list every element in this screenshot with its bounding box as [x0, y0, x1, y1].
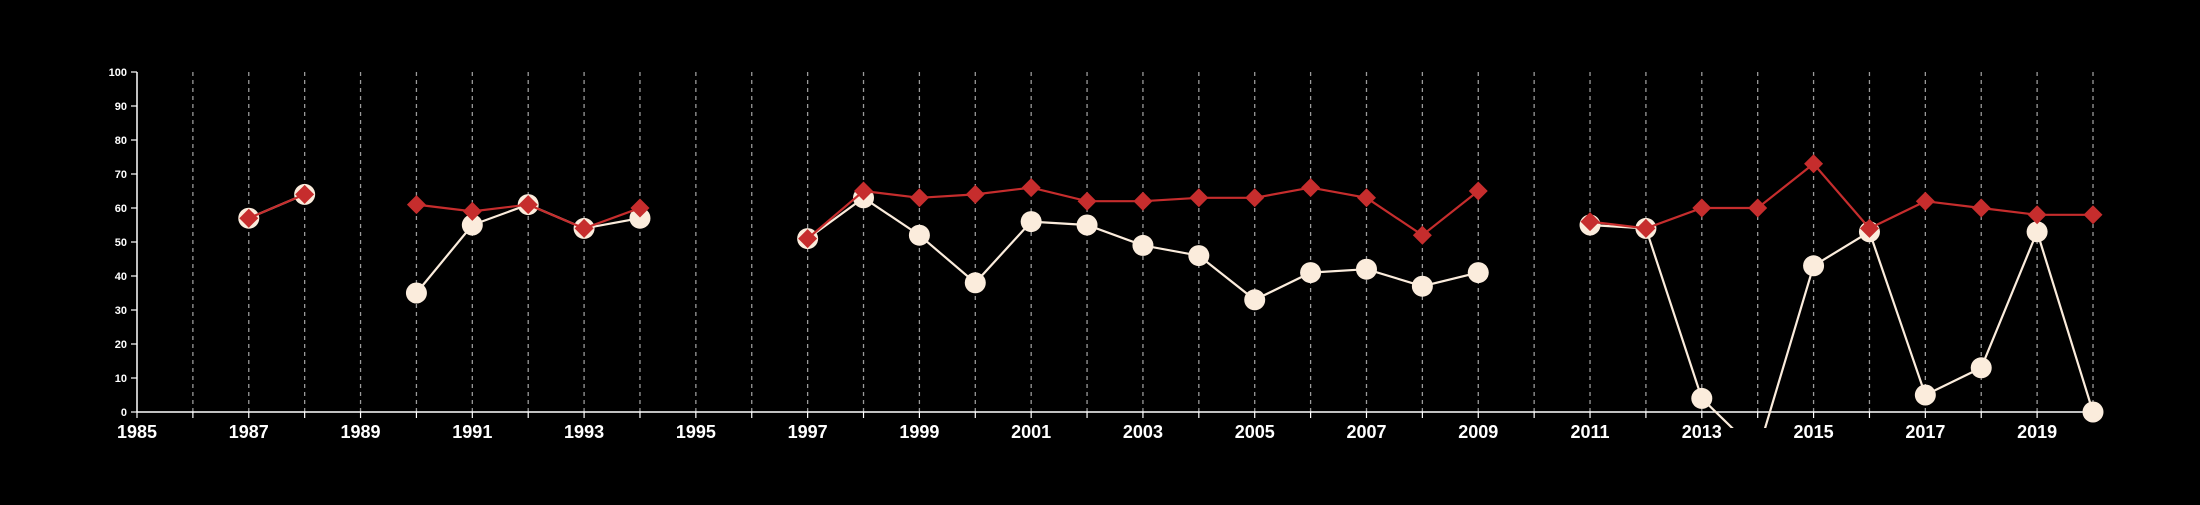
- point-circle-2009: [1467, 262, 1489, 284]
- point-diamond-2002: [1077, 191, 1097, 211]
- point-diamond-1999: [909, 188, 929, 208]
- point-circle-2004: [1188, 245, 1210, 267]
- point-diamond-2019: [2027, 205, 2047, 225]
- series-diamond-1: [239, 154, 2103, 249]
- y-tick-label-60: 60: [115, 203, 127, 215]
- y-tick-label-90: 90: [115, 101, 127, 113]
- x-tick-label-2003: 2003: [1123, 422, 1163, 442]
- point-diamond-1992: [518, 195, 538, 215]
- point-diamond-2001: [1021, 178, 1041, 198]
- point-circle-2017: [1914, 384, 1936, 406]
- series-line-1-0: [248, 193, 306, 220]
- point-diamond-2009: [1468, 181, 1488, 201]
- y-tick-label-20: 20: [115, 339, 127, 351]
- point-diamond-1993: [574, 218, 594, 238]
- x-tick-label-2019: 2019: [2017, 422, 2057, 442]
- x-tick-label-1985: 1985: [117, 422, 157, 442]
- y-tick-label-40: 40: [115, 271, 127, 283]
- point-diamond-1994: [630, 198, 650, 218]
- point-circle-2000: [964, 272, 986, 294]
- y-tick-label-0: 0: [121, 407, 127, 419]
- x-tick-label-1993: 1993: [564, 422, 604, 442]
- point-diamond-1998: [854, 181, 874, 201]
- point-diamond-2016: [1859, 218, 1879, 238]
- point-diamond-2006: [1301, 178, 1321, 198]
- x-tick-label-2005: 2005: [1235, 422, 1275, 442]
- axes: [131, 71, 2095, 418]
- point-diamond-2004: [1189, 188, 1209, 208]
- x-tick-label-1997: 1997: [788, 422, 828, 442]
- point-diamond-1987: [239, 208, 259, 228]
- y-tick-label-30: 30: [115, 305, 127, 317]
- x-tick-label-1995: 1995: [676, 422, 716, 442]
- x-tick-label-2011: 2011: [1570, 422, 1609, 442]
- point-circle-2003: [1132, 234, 1154, 256]
- point-diamond-2014: [1748, 198, 1768, 218]
- point-diamond-2018: [1971, 198, 1991, 218]
- x-tick-label-2001: 2001: [1011, 422, 1051, 442]
- x-tick-label-1991: 1991: [452, 422, 492, 442]
- point-circle-1990: [405, 282, 427, 304]
- point-circle-2018: [1970, 357, 1992, 379]
- point-diamond-1997: [798, 229, 818, 249]
- point-circle-2006: [1300, 262, 1322, 284]
- point-circle-2007: [1355, 258, 1377, 280]
- point-circle-2005: [1244, 289, 1266, 311]
- point-circle-1991: [461, 214, 483, 236]
- point-circle-2013: [1691, 387, 1713, 409]
- point-diamond-1990: [406, 195, 426, 215]
- series-line-1-3: [1589, 162, 2093, 230]
- point-diamond-2020: [2083, 205, 2103, 225]
- y-tick-label-50: 50: [115, 237, 127, 249]
- x-tick-label-1999: 1999: [899, 422, 939, 442]
- tick-labels: 0 10 20 30 40 50 60 70 80 90 100 1985 1987 1989 1991 19…: [109, 67, 2057, 442]
- point-circle-1999: [908, 224, 930, 246]
- x-tick-label-1989: 1989: [341, 422, 381, 442]
- point-circle-2020: [2082, 401, 2104, 423]
- point-circle-2002: [1076, 214, 1098, 236]
- series-group: [238, 154, 2104, 428]
- y-tick-label-70: 70: [115, 169, 127, 181]
- point-diamond-2007: [1356, 188, 1376, 208]
- y-tick-label-80: 80: [115, 135, 127, 147]
- y-tick-label-100: 100: [109, 67, 127, 79]
- point-diamond-2003: [1133, 191, 1153, 211]
- series-line-0-3: [1589, 223, 2095, 428]
- point-diamond-2011: [1580, 212, 1600, 232]
- point-diamond-2000: [965, 184, 985, 204]
- x-tick-label-2015: 2015: [1794, 422, 1834, 442]
- point-circle-2015: [1803, 255, 1825, 277]
- point-diamond-2008: [1412, 225, 1432, 245]
- point-diamond-2017: [1915, 191, 1935, 211]
- point-diamond-1991: [462, 201, 482, 221]
- x-tick-label-1987: 1987: [229, 422, 269, 442]
- point-circle-2001: [1020, 211, 1042, 233]
- point-circle-2019: [2026, 221, 2048, 243]
- x-tick-label-2013: 2013: [1682, 422, 1722, 442]
- point-circle-1994: [629, 207, 651, 229]
- point-diamond-2013: [1692, 198, 1712, 218]
- point-diamond-1988: [295, 184, 315, 204]
- x-tick-label-2007: 2007: [1346, 422, 1386, 442]
- point-diamond-2012: [1636, 218, 1656, 238]
- point-circle-2008: [1411, 275, 1433, 297]
- point-diamond-2015: [1804, 154, 1824, 174]
- x-tick-label-2017: 2017: [1905, 422, 1945, 442]
- y-tick-label-10: 10: [115, 373, 127, 385]
- point-diamond-2005: [1245, 188, 1265, 208]
- x-tick-label-2009: 2009: [1458, 422, 1498, 442]
